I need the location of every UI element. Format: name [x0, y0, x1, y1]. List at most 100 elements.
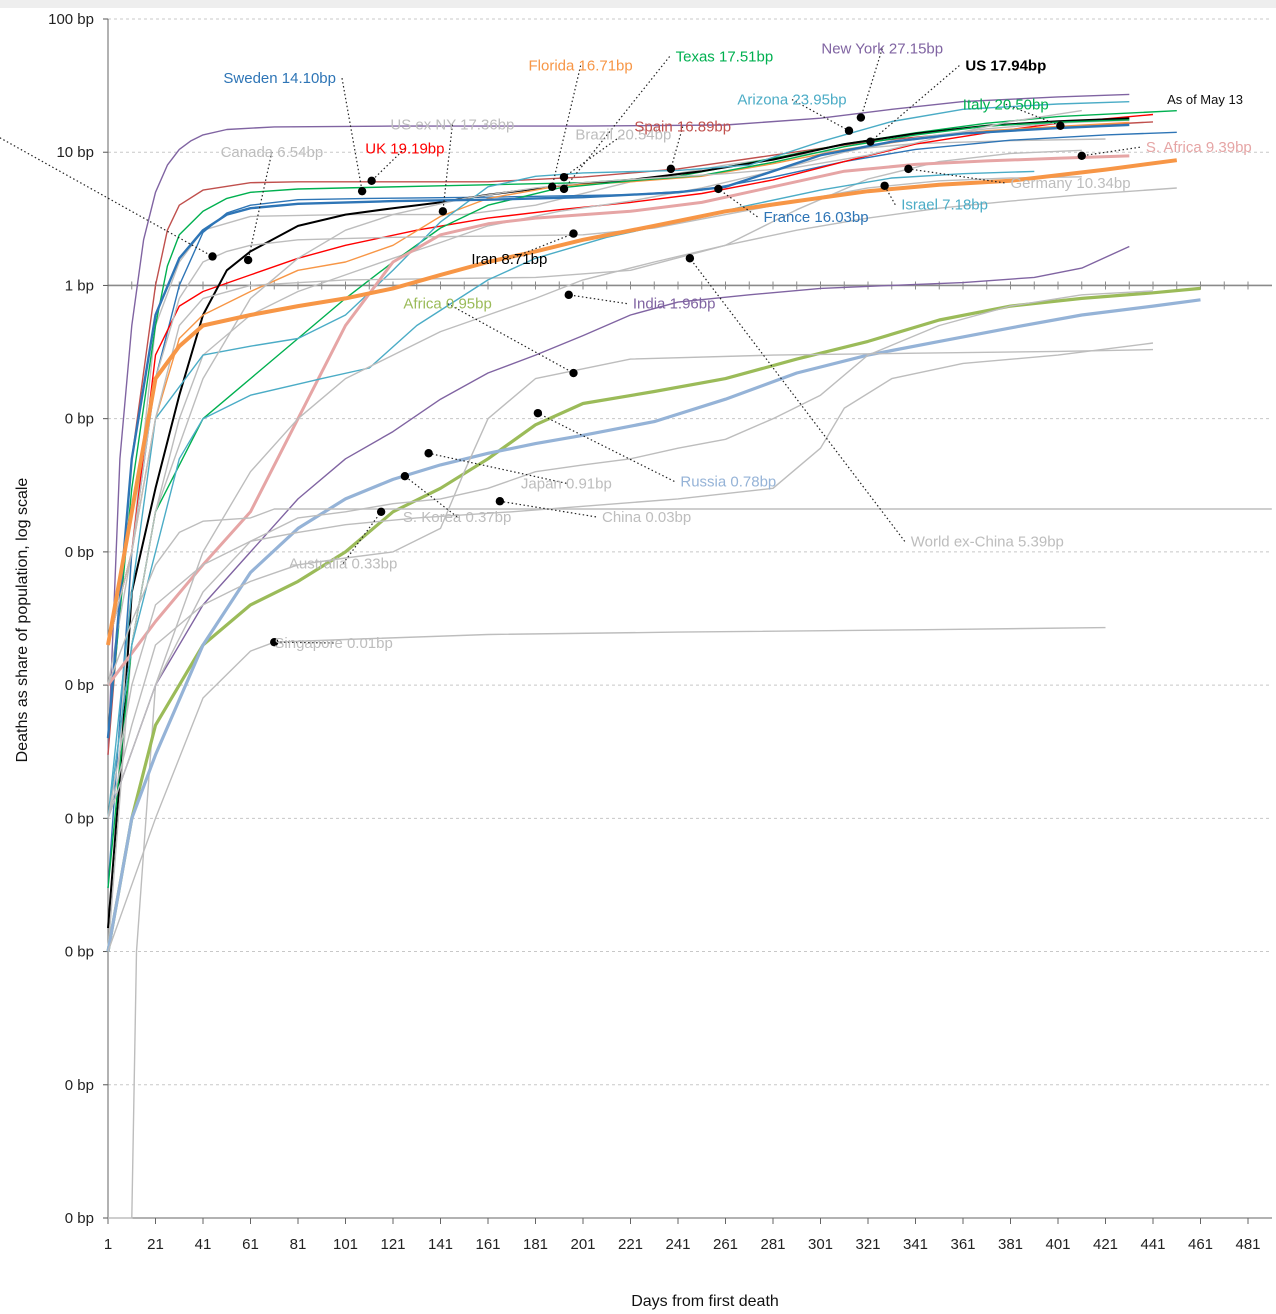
series-line-18 — [108, 187, 1177, 1219]
series-label-26: Singapore 0.01bp — [274, 635, 392, 652]
x-tick-label-9: 181 — [523, 1236, 548, 1253]
label-marker-4 — [438, 207, 448, 216]
series-label-25: Australia 0.33bp — [289, 556, 397, 573]
label-marker-1 — [357, 186, 367, 196]
label-marker-12 — [1056, 121, 1065, 130]
x-tick-label-5: 101 — [333, 1236, 358, 1253]
series-line-1 — [107, 138, 1106, 952]
x-tick-label-20: 401 — [1045, 1236, 1070, 1253]
series-label-21: Russia 0.78bp — [680, 473, 776, 490]
x-tick-label-2: 41 — [195, 1236, 212, 1253]
x-tick-label-16: 321 — [855, 1236, 880, 1253]
label-marker-7 — [559, 172, 569, 182]
series-line-5 — [107, 113, 1154, 646]
leader-line-19 — [568, 294, 627, 305]
series-line-10 — [107, 101, 1130, 819]
series-label-9: Arizona 23.95bp — [737, 92, 846, 109]
series-line-20 — [106, 286, 1201, 952]
leader-line-20 — [447, 303, 574, 374]
series-label-10: New York 27.15bp — [821, 41, 943, 58]
label-marker-2 — [243, 255, 253, 265]
leader-line-25 — [342, 511, 382, 564]
leader-line-8 — [670, 126, 684, 170]
series-line-3 — [107, 110, 1177, 739]
series-line-19 — [107, 245, 1130, 819]
series-label-23: S. Korea 0.37bp — [403, 509, 511, 526]
y-tick-label-6: 0 bp — [65, 810, 94, 827]
x-axis-title: Days from first death — [631, 1293, 779, 1310]
series-line-15 — [106, 154, 1130, 686]
series-line-23 — [107, 348, 1154, 819]
series-label-14: Germany 10.34bp — [1011, 175, 1131, 192]
series-line-0 — [107, 93, 1130, 755]
top-bar — [0, 0, 1276, 8]
label-marker-11 — [866, 137, 875, 146]
leader-line-14 — [908, 168, 1005, 184]
label-marker-3 — [367, 176, 376, 186]
x-tick-label-11: 221 — [618, 1236, 643, 1253]
y-tick-label-3: 0 bp — [65, 411, 94, 428]
leader-line-16 — [718, 188, 758, 218]
x-tick-label-12: 241 — [665, 1236, 690, 1253]
leader-line-10 — [860, 48, 883, 118]
axes: 100 bp 10 bp 1 bp 0 bp 0 bp 0 bp 0 bp 0 bp 0 bp 0… — [48, 11, 1272, 1253]
series-label-5: Florida 16.71bp — [529, 58, 633, 75]
series-label-6: Texas 17.51bp — [676, 48, 774, 65]
series-line-12 — [107, 176, 1082, 686]
series-line-26 — [107, 626, 1106, 952]
series-label-13: S. Africa 9.39bp — [1146, 139, 1252, 156]
gridlines — [108, 18, 1272, 1219]
series-label-7: Brazil 20.54bp — [575, 126, 671, 143]
y-tick-label-9: 0 bp — [65, 1210, 94, 1227]
series-label-2: Canada 6.54bp — [221, 144, 324, 161]
leader-line-21 — [537, 412, 675, 482]
leader-line-2 — [247, 151, 273, 261]
label-marker-10 — [856, 113, 866, 122]
leader-line-1 — [341, 78, 363, 192]
series-label-17: Iran 8.71bp — [471, 251, 547, 268]
series-labels: Switzerland 12.56bpSweden 14.10bpCanada … — [221, 41, 1252, 652]
leader-line-4 — [442, 124, 453, 212]
x-tick-label-17: 341 — [903, 1236, 928, 1253]
x-tick-label-22: 441 — [1140, 1236, 1165, 1253]
series-label-19: India 1.96bp — [633, 296, 716, 313]
label-marker-21 — [533, 408, 543, 418]
y-tick-label-1: 10 bp — [56, 144, 94, 161]
leader-line-6 — [563, 56, 671, 190]
label-marker-0 — [208, 252, 217, 261]
label-leaders — [0, 48, 1140, 647]
y-tick-label-4: 0 bp — [65, 544, 94, 561]
series-label-20: Africa 0.95bp — [403, 296, 491, 313]
leader-line-5 — [551, 65, 582, 187]
x-tick-label-19: 381 — [998, 1236, 1023, 1253]
series-line-14 — [107, 149, 1082, 646]
series-line-17 — [106, 158, 1178, 646]
series-label-4: US ex NY 17.36bp — [390, 117, 514, 134]
series-line-2 — [107, 121, 1154, 755]
leader-line-7 — [563, 133, 624, 178]
label-marker-14 — [904, 164, 913, 174]
leader-line-24 — [499, 500, 597, 518]
leader-line-9 — [791, 99, 850, 132]
x-tick-label-6: 121 — [380, 1236, 405, 1253]
leader-line-18 — [689, 257, 906, 542]
leader-line-12 — [1005, 103, 1061, 127]
x-tick-label-1: 21 — [147, 1236, 164, 1253]
x-tick-label-7: 141 — [428, 1236, 453, 1253]
y-tick-label-0: 100 bp — [48, 11, 94, 28]
label-marker-6 — [559, 184, 569, 194]
x-tick-label-3: 61 — [242, 1236, 259, 1253]
label-marker-15 — [880, 181, 889, 190]
label-marker-23 — [400, 471, 410, 481]
x-tick-label-15: 301 — [808, 1236, 833, 1253]
y-tick-label-7: 0 bp — [65, 944, 94, 961]
leader-line-17 — [509, 233, 574, 260]
label-marker-5 — [547, 182, 557, 192]
y-axis-title: Deaths as share of population, log scale — [14, 478, 31, 763]
y-tick-label-5: 0 bp — [65, 677, 94, 694]
label-marker-17 — [569, 229, 578, 238]
series-label-8: Spain 16.89bp — [634, 119, 731, 136]
label-marker-24 — [495, 497, 505, 506]
label-marker-19 — [564, 290, 573, 300]
